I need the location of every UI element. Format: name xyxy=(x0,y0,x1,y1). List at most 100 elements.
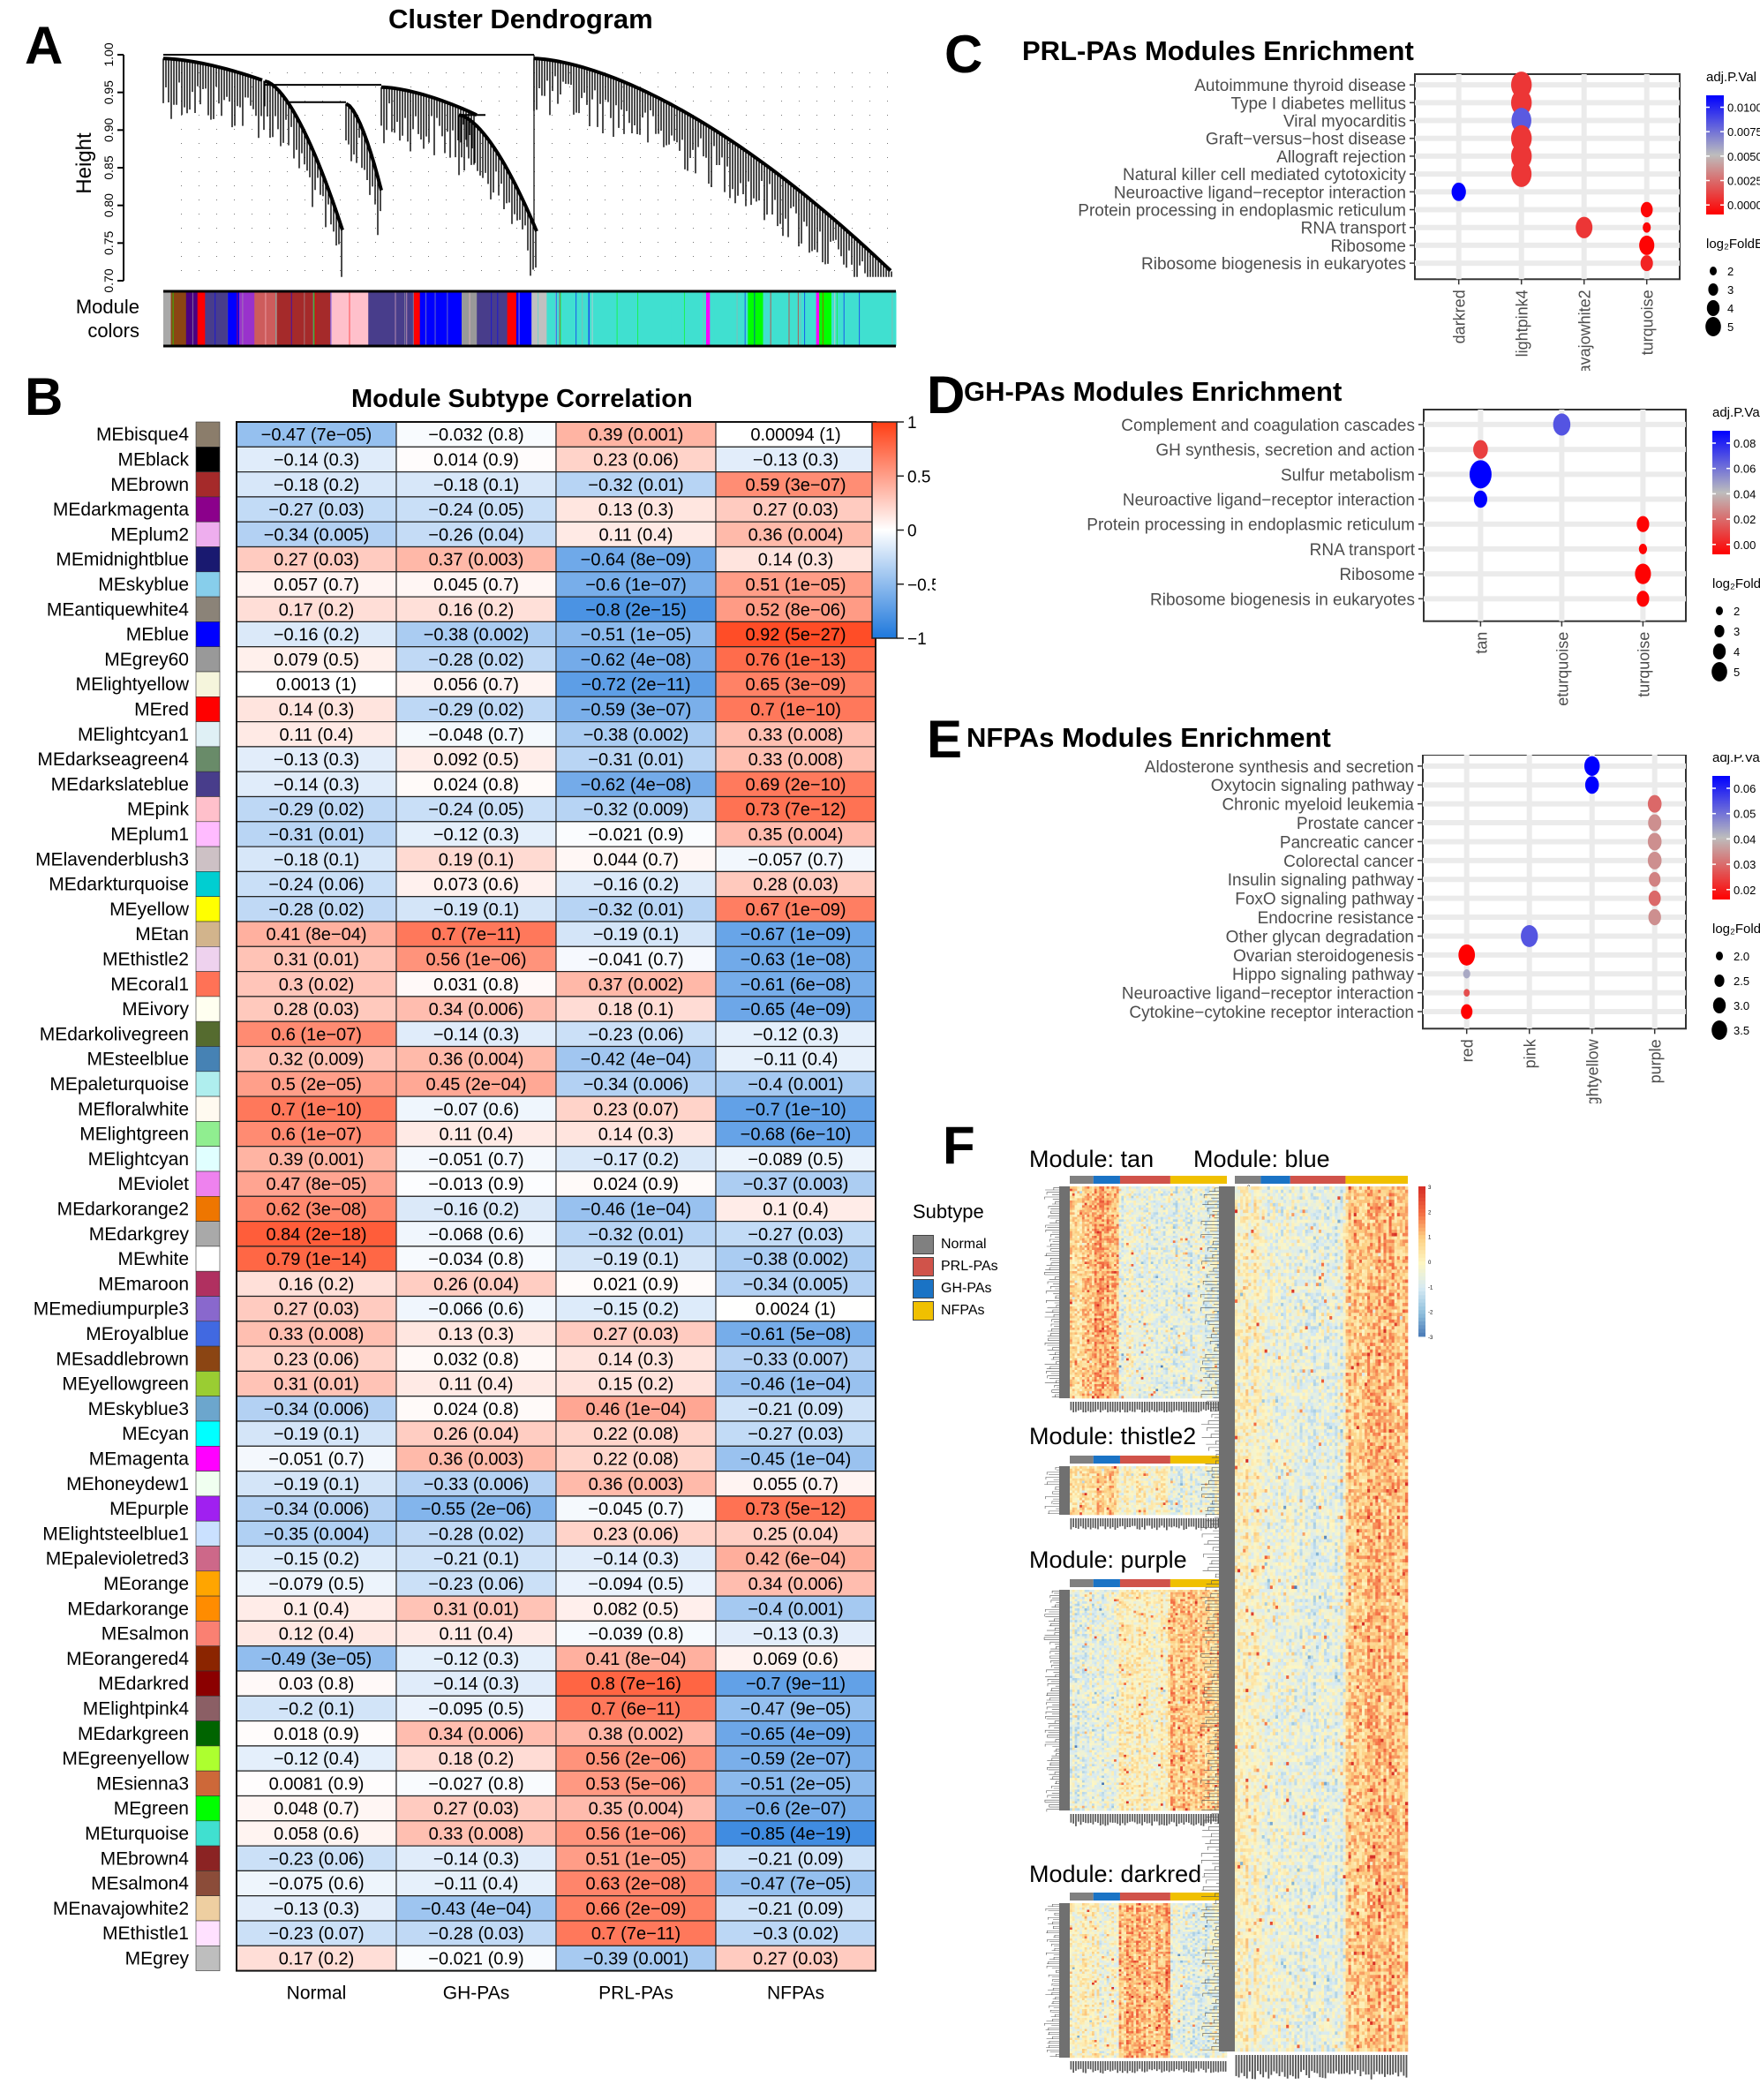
grid-dot xyxy=(834,214,835,215)
heatmap-cell xyxy=(1150,1384,1154,1387)
heatmap-cell xyxy=(1118,1294,1122,1298)
heatmap-cell xyxy=(1114,1292,1117,1295)
heatmap-cell xyxy=(1150,1212,1154,1216)
color-legend-label: 0.0000 xyxy=(1727,199,1760,212)
heatmap-cell xyxy=(1121,1271,1124,1274)
grid-dot xyxy=(340,171,341,172)
heatmap-cell xyxy=(1109,1374,1112,1378)
heatmap-cell xyxy=(1136,1299,1139,1302)
heatmap-cell xyxy=(1150,1360,1154,1364)
enrichment-dot xyxy=(1648,890,1661,907)
heatmap-cell xyxy=(1124,1379,1127,1382)
grid-dot xyxy=(781,256,782,257)
correlation-cell-label: 0.27 (0.03) xyxy=(753,501,839,520)
heatmap-cell xyxy=(1128,1247,1132,1251)
correlation-cell-label: −0.21 (0.09) xyxy=(748,1849,843,1869)
correlation-rows: MEbisque4 −0.47 (7e−05) −0.032 (0.8) 0.39 (… xyxy=(34,421,876,1972)
heatmap-cell xyxy=(1124,1329,1127,1333)
heatmap-cell xyxy=(1146,1372,1149,1375)
heatmap-cell xyxy=(1155,1280,1159,1283)
heatmap-cell xyxy=(1072,1285,1075,1288)
correlation-cell-label: 0.024 (0.9) xyxy=(593,1175,679,1194)
heatmap-cell xyxy=(1143,1370,1147,1373)
heatmap-cell xyxy=(1136,1195,1139,1199)
module-label: MEdarkorange2 xyxy=(57,1199,189,1219)
heatmap-cell xyxy=(1102,1240,1105,1244)
correlation-cell-label: 0.33 (0.008) xyxy=(748,750,844,770)
grid-dot xyxy=(834,171,835,172)
grid-dot xyxy=(287,143,288,144)
heatmap-cell xyxy=(1138,1381,1141,1385)
heatmap-cell xyxy=(1155,1278,1159,1281)
heatmap-cell xyxy=(1109,1198,1112,1201)
heatmap-cell xyxy=(1140,1363,1144,1366)
heatmap-cell xyxy=(1114,1384,1117,1387)
heatmap-cell xyxy=(1116,1301,1119,1305)
heatmap-cell xyxy=(1074,1308,1078,1312)
heatmap-cell xyxy=(1092,1381,1095,1385)
grid-dot xyxy=(816,143,817,144)
grid-dot xyxy=(534,256,535,257)
heatmap-cell xyxy=(1074,1226,1078,1230)
heatmap-cell xyxy=(1140,1250,1144,1253)
heatmap-cell xyxy=(1143,1216,1147,1220)
correlation-cell-label: −0.64 (8e−09) xyxy=(581,551,692,570)
heatmap-cell xyxy=(1089,1372,1093,1375)
heatmap-cell xyxy=(1138,1266,1141,1269)
heatmap-cell xyxy=(1143,1374,1147,1378)
heatmap-cell xyxy=(1077,1384,1080,1387)
grid-dot xyxy=(693,157,694,158)
correlation-row: MEgreenyellow −0.12 (0.4) 0.18 (0.2) 0.56 (… xyxy=(62,1745,876,1772)
heatmap-cell xyxy=(1072,1245,1075,1248)
heatmap-cell xyxy=(1114,1266,1117,1269)
correlation-row: MEpink −0.29 (0.02) −0.24 (0.05) −0.32 (0.0… xyxy=(127,795,876,823)
heatmap-cell xyxy=(1092,1186,1095,1189)
heatmap-cell xyxy=(1094,1271,1097,1274)
heatmap-cell xyxy=(1128,1215,1132,1217)
heatmap-cell xyxy=(1089,1393,1093,1396)
heatmap-cell xyxy=(1133,1276,1137,1279)
correlation-cell-label: 0.6 (1e−07) xyxy=(271,1125,362,1145)
heatmap-cell xyxy=(1077,1216,1080,1220)
heatmap-cell xyxy=(1125,1278,1130,1281)
grid-dot xyxy=(834,115,835,116)
heatmap-cell xyxy=(1102,1215,1105,1217)
heatmap-cell xyxy=(1103,1216,1108,1220)
module-label: MEhoneydew1 xyxy=(66,1474,189,1494)
heatmap-cell xyxy=(1102,1313,1105,1316)
heatmap-cell xyxy=(1094,1386,1097,1389)
heatmap-cell xyxy=(1133,1349,1137,1351)
heatmap-cell xyxy=(1109,1365,1112,1368)
heatmap-cell xyxy=(1103,1268,1108,1272)
correlation-cell xyxy=(715,1570,876,1597)
heatmap-cell xyxy=(1089,1396,1093,1399)
heatmap-cell xyxy=(1124,1222,1127,1224)
cluster-branch-4 xyxy=(380,87,475,165)
heatmap-cell xyxy=(1146,1193,1149,1196)
module-color-swatch xyxy=(195,1770,221,1796)
grid-dot xyxy=(287,199,288,200)
correlation-cell xyxy=(555,945,717,973)
heatmap-cell xyxy=(1087,1322,1090,1326)
heatmap-cell xyxy=(1133,1344,1137,1347)
heatmap-cell xyxy=(1116,1306,1119,1309)
heatmap-cell xyxy=(1111,1301,1115,1305)
heatmap-cell xyxy=(1109,1243,1112,1246)
heatmap-cell xyxy=(1118,1287,1122,1291)
heatmap-cell xyxy=(1138,1335,1141,1337)
grid-dot xyxy=(287,157,288,158)
heatmap-cell xyxy=(1114,1216,1117,1220)
heatmap-cell xyxy=(1084,1325,1087,1328)
heatmap-cell xyxy=(1072,1243,1075,1246)
heatmap-cell xyxy=(1131,1226,1134,1230)
size-legend-dot xyxy=(1714,975,1725,987)
heatmap-cell xyxy=(1121,1308,1124,1312)
correlation-cell xyxy=(715,571,876,598)
heatmap-cell xyxy=(1121,1240,1124,1244)
grid-dot xyxy=(428,242,429,243)
heatmap-cell xyxy=(1096,1381,1100,1385)
grid-dot xyxy=(763,143,764,144)
heatmap-cell xyxy=(1089,1264,1093,1267)
heatmap-cell xyxy=(1138,1280,1141,1283)
heatmap-cell xyxy=(1114,1342,1117,1344)
